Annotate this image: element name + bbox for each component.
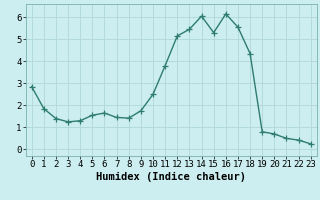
X-axis label: Humidex (Indice chaleur): Humidex (Indice chaleur) (96, 172, 246, 182)
